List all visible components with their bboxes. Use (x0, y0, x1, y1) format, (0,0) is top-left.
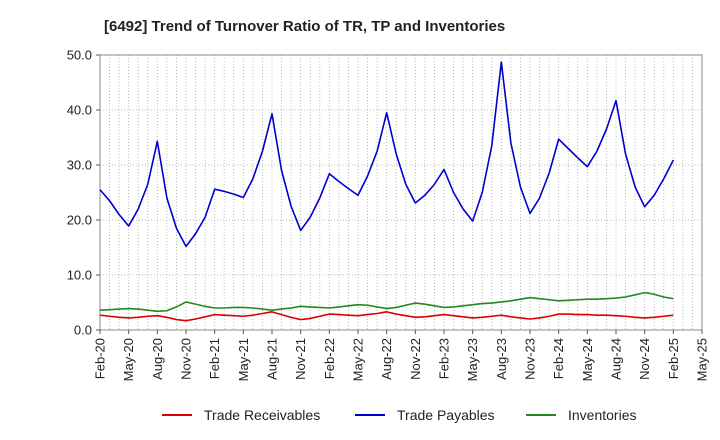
x-tick-label: Aug-23 (494, 338, 509, 380)
legend-label: Trade Payables (397, 407, 495, 423)
x-tick-label: Feb-20 (93, 338, 108, 379)
x-tick-label: Nov-23 (523, 338, 538, 380)
legend-label: Trade Receivables (204, 407, 320, 423)
series-line-trade-payables (99, 61, 675, 248)
x-tick-label: May-22 (351, 338, 366, 381)
x-tick-label: Feb-22 (322, 338, 337, 379)
x-tick-label: Feb-21 (207, 338, 222, 379)
x-tick-label: May-24 (580, 338, 595, 381)
x-tick-label: Aug-20 (150, 338, 165, 380)
y-tick-label: 50.0 (67, 48, 92, 63)
x-tick-label: Feb-24 (551, 338, 566, 379)
x-tick-label: Nov-20 (179, 338, 194, 380)
x-tick-label: Nov-24 (637, 338, 652, 380)
x-tick-label: Aug-21 (265, 338, 280, 380)
plot-background (100, 55, 702, 330)
x-tick-label: Nov-22 (408, 338, 423, 380)
y-tick-label: 10.0 (67, 268, 92, 283)
y-tick-label: 40.0 (67, 103, 92, 118)
y-tick-label: 0.0 (74, 323, 92, 338)
x-tick-label: May-20 (121, 338, 136, 381)
x-tick-label: May-25 (695, 338, 710, 381)
x-tick-label: May-23 (465, 338, 480, 381)
x-tick-label: Feb-23 (437, 338, 452, 379)
x-tick-label: Nov-21 (293, 338, 308, 380)
x-tick-label: May-21 (236, 338, 251, 381)
x-tick-label: Aug-22 (379, 338, 394, 380)
legend: Trade Receivables Trade Payables Inventori… (162, 407, 636, 423)
series-line-inventories (99, 291, 674, 313)
plot-area: 0.0 10.0 20.0 30.0 40.0 50.0 Feb-20 May-20 Aug-2… (67, 48, 710, 382)
plot-frame (99, 54, 703, 331)
legend-label: Inventories (568, 407, 636, 423)
chart-title: [6492] Trend of Turnover Ratio of TR, TP… (104, 18, 505, 35)
series-line-trade-receivables (99, 311, 674, 322)
x-tick-label: Feb-25 (666, 338, 681, 379)
y-tick-label: 20.0 (67, 213, 92, 228)
y-tick-label: 30.0 (67, 158, 92, 173)
x-tick-label: Aug-24 (609, 338, 624, 380)
